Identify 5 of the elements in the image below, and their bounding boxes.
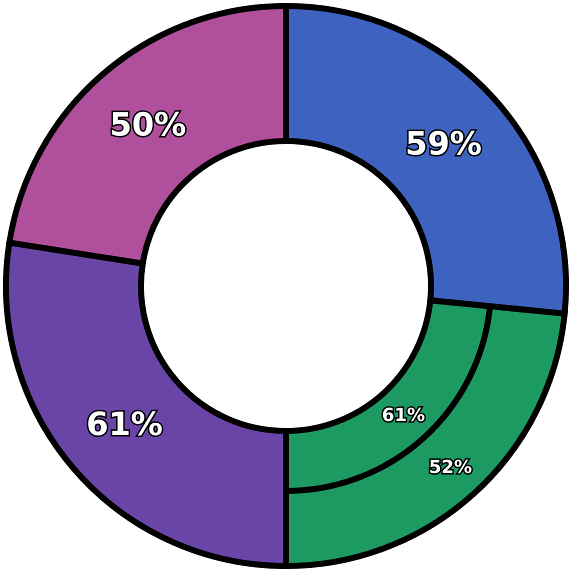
data-label: 61% [86,405,163,444]
data-label: 50% [110,106,186,144]
data-label: 59% [405,124,482,162]
text: 61% [382,405,426,426]
data-label: 52% [428,457,472,478]
